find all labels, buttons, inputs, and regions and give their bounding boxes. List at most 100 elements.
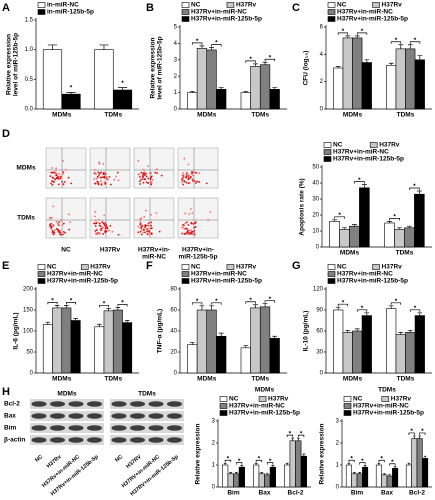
error-bar bbox=[345, 329, 351, 333]
significance-label: * bbox=[269, 458, 272, 465]
flow-event bbox=[149, 178, 152, 181]
significance-label: * bbox=[103, 301, 106, 308]
flow-event bbox=[100, 176, 102, 179]
flow-event bbox=[185, 181, 188, 184]
blot-strip bbox=[30, 399, 104, 409]
flow-event bbox=[187, 233, 190, 235]
legend-swatch bbox=[219, 403, 228, 409]
flow-event bbox=[53, 231, 56, 234]
flow-event bbox=[103, 176, 106, 179]
error-bar bbox=[260, 472, 264, 474]
error-bar bbox=[417, 55, 423, 60]
bar bbox=[375, 464, 382, 488]
blot-band bbox=[167, 437, 182, 443]
blot-band bbox=[111, 425, 127, 431]
flow-event bbox=[108, 229, 110, 232]
error-bar bbox=[54, 305, 60, 308]
flow-event bbox=[111, 230, 114, 233]
legend-swatch bbox=[37, 2, 46, 8]
significance-bracket bbox=[191, 302, 203, 305]
flow-event bbox=[192, 174, 194, 177]
column-label: NC bbox=[61, 247, 71, 254]
significance-bracket bbox=[408, 432, 415, 435]
bar bbox=[206, 309, 217, 374]
bar bbox=[61, 93, 81, 110]
significance-label: * bbox=[361, 458, 364, 465]
flow-event bbox=[102, 173, 105, 176]
significance-label: * bbox=[238, 458, 241, 465]
legend-label: H37Rv+in-miR-NC bbox=[229, 403, 285, 410]
legend-label: NC bbox=[333, 142, 343, 149]
flow-event bbox=[140, 178, 142, 181]
flow-event bbox=[58, 172, 61, 175]
legend-swatch bbox=[327, 16, 336, 22]
flow-event bbox=[183, 157, 186, 160]
y-tick-label: 30 bbox=[312, 197, 319, 203]
legend-swatch bbox=[226, 2, 235, 8]
flow-event bbox=[102, 176, 105, 178]
blot-band bbox=[111, 437, 127, 443]
blot-band bbox=[167, 425, 182, 431]
bar bbox=[122, 322, 133, 374]
bar bbox=[345, 464, 352, 488]
error-bar bbox=[47, 44, 58, 50]
y-tick-label: 60 bbox=[316, 329, 323, 335]
flow-event bbox=[50, 227, 53, 230]
flow-event bbox=[181, 179, 183, 181]
significance-label: * bbox=[410, 428, 413, 435]
legend-swatch bbox=[381, 396, 390, 402]
x-tick-label: Bim bbox=[351, 490, 364, 497]
row-label: MDMs bbox=[16, 165, 36, 172]
flow-event bbox=[102, 226, 104, 229]
error-bar bbox=[407, 462, 411, 465]
bar bbox=[329, 221, 340, 248]
legend-label: in-miR-125b-5p bbox=[47, 9, 94, 16]
flow-event bbox=[191, 212, 194, 215]
error-bar bbox=[364, 59, 370, 63]
flow-event bbox=[149, 171, 152, 174]
y-tick-label: 1.0 bbox=[25, 47, 34, 53]
flow-event bbox=[195, 171, 198, 174]
flow-event bbox=[94, 225, 97, 227]
flow-event bbox=[54, 178, 56, 181]
error-bar bbox=[262, 61, 268, 65]
flow-event bbox=[188, 213, 191, 216]
significance-label: * bbox=[289, 430, 292, 437]
legend-label: H37Rv+in-miR-NC bbox=[337, 271, 393, 278]
error-bar bbox=[253, 63, 258, 67]
flow-event bbox=[59, 230, 62, 232]
legend-label: H37Rv bbox=[236, 264, 257, 271]
flow-event bbox=[94, 182, 97, 185]
significance-bracket bbox=[245, 301, 256, 304]
blot-band bbox=[31, 425, 47, 431]
flow-event bbox=[108, 176, 111, 178]
legend-label: NC bbox=[191, 2, 201, 9]
significance-label: * bbox=[249, 56, 252, 63]
error-bar bbox=[358, 472, 362, 474]
bar bbox=[386, 64, 397, 110]
error-bar bbox=[397, 227, 403, 230]
legend-label: H37Rv bbox=[90, 264, 111, 271]
bar bbox=[351, 473, 358, 488]
legend-swatch bbox=[372, 264, 380, 270]
flow-event bbox=[182, 183, 185, 186]
flow-event bbox=[58, 176, 61, 179]
blot-band bbox=[167, 401, 182, 407]
flow-event bbox=[192, 223, 195, 225]
y-axis-label: IL-6 (pg/mL) bbox=[13, 312, 20, 349]
blot-band bbox=[50, 413, 65, 419]
flow-event bbox=[93, 222, 95, 225]
x-tick-label: Bax bbox=[259, 490, 271, 497]
flow-event bbox=[193, 171, 196, 174]
y-tick-label: 0 bbox=[212, 485, 216, 491]
legend-swatch bbox=[37, 271, 46, 277]
legend-swatch bbox=[37, 278, 46, 284]
flow-event bbox=[205, 182, 208, 185]
legend-swatch bbox=[327, 278, 336, 284]
lane-label: NC bbox=[114, 454, 124, 464]
bar bbox=[333, 309, 344, 374]
significance-bracket bbox=[66, 302, 77, 305]
flow-event bbox=[143, 215, 146, 218]
bar bbox=[206, 49, 217, 110]
legend-label: H37Rv+in-miR-NC bbox=[47, 271, 103, 278]
